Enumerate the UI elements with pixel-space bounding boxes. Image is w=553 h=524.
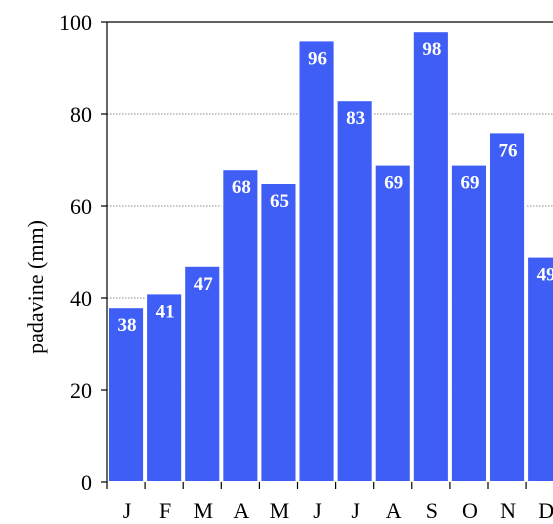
x-tick-label: A	[386, 498, 402, 523]
bar-9	[413, 31, 449, 482]
bar-11	[489, 132, 525, 482]
data-label: 69	[460, 173, 479, 194]
data-label: 76	[499, 140, 518, 161]
data-label: 47	[194, 274, 214, 295]
bar-4	[222, 169, 258, 482]
x-tick-label: J	[123, 498, 132, 523]
data-label: 96	[308, 48, 327, 69]
bar-10	[451, 165, 487, 482]
y-tick-label: 20	[70, 378, 92, 403]
data-label: 69	[384, 173, 403, 194]
y-tick-label: 0	[81, 470, 92, 495]
x-tick-label: J	[351, 498, 360, 523]
x-tick-label: M	[270, 498, 290, 523]
bar-12	[527, 257, 553, 482]
y-tick-label: 100	[59, 10, 92, 35]
data-label: 41	[156, 301, 175, 322]
y-tick-label: 80	[70, 102, 92, 127]
bar-7	[337, 100, 373, 482]
y-tick-label: 60	[70, 194, 92, 219]
data-label: 68	[232, 177, 251, 198]
x-tick-label: F	[159, 498, 171, 523]
bar-3	[184, 266, 220, 482]
data-label: 38	[118, 315, 137, 336]
y-tick-labels: 0 20 40 60 80 100	[59, 10, 92, 495]
data-label: 65	[270, 191, 289, 212]
x-tick-label: O	[462, 498, 478, 523]
data-label: 49	[537, 265, 553, 286]
bars: 38 41 47 68 65 96 83 69 98 69 76 49	[108, 31, 553, 482]
y-tick-label: 40	[70, 286, 92, 311]
x-tick-label: A	[233, 498, 249, 523]
data-label: 83	[346, 108, 365, 129]
x-tick-label: S	[426, 498, 438, 523]
x-tick-label: M	[193, 498, 213, 523]
x-tick-label: D	[538, 498, 553, 523]
bar-6	[299, 40, 335, 482]
x-tick-label: J	[313, 498, 322, 523]
bar-5	[260, 183, 296, 482]
x-tick-label: N	[500, 498, 516, 523]
y-axis-title: padavine (mm)	[23, 220, 48, 354]
bar-8	[375, 165, 411, 482]
data-label: 98	[422, 39, 441, 60]
